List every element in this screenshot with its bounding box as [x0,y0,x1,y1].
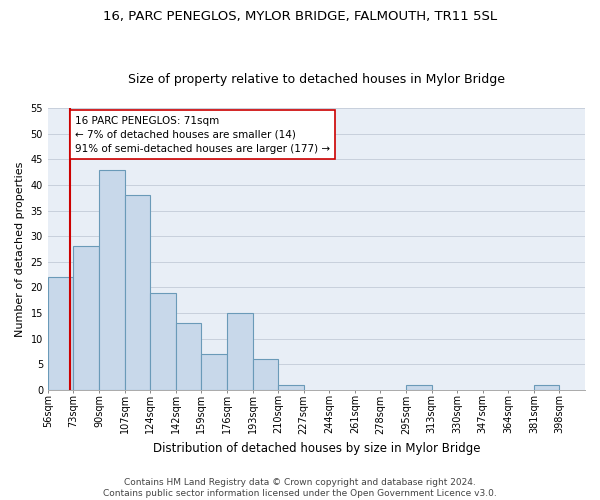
Bar [278,385,304,390]
Bar [48,277,73,390]
Bar [406,385,431,390]
Bar [125,195,150,390]
Bar [253,359,278,390]
Bar [227,313,253,390]
Bar [176,324,202,390]
Bar [150,292,176,390]
Bar [99,170,125,390]
X-axis label: Distribution of detached houses by size in Mylor Bridge: Distribution of detached houses by size … [153,442,480,455]
Text: 16 PARC PENEGLOS: 71sqm
← 7% of detached houses are smaller (14)
91% of semi-det: 16 PARC PENEGLOS: 71sqm ← 7% of detached… [75,116,330,154]
Bar [202,354,227,390]
Bar [534,385,559,390]
Bar [73,246,99,390]
Text: 16, PARC PENEGLOS, MYLOR BRIDGE, FALMOUTH, TR11 5SL: 16, PARC PENEGLOS, MYLOR BRIDGE, FALMOUT… [103,10,497,23]
Text: Contains HM Land Registry data © Crown copyright and database right 2024.
Contai: Contains HM Land Registry data © Crown c… [103,478,497,498]
Y-axis label: Number of detached properties: Number of detached properties [15,162,25,336]
Title: Size of property relative to detached houses in Mylor Bridge: Size of property relative to detached ho… [128,73,505,86]
